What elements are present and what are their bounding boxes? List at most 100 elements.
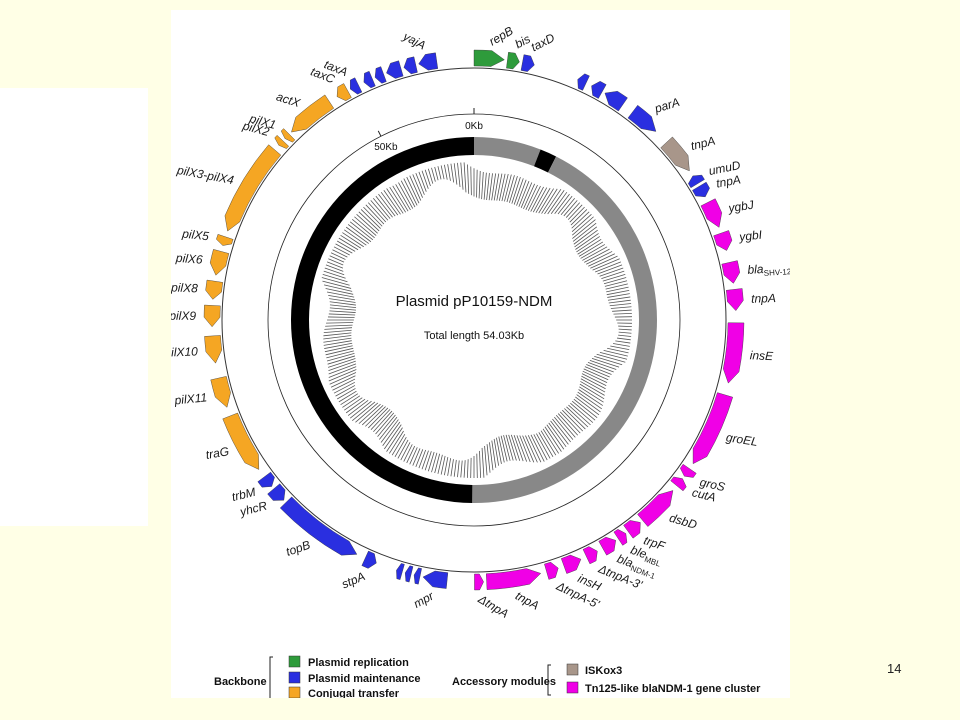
gc-bar [493,173,500,201]
gc-bar [613,343,630,347]
scale-ticks: 0Kb 50Kb [374,108,483,153]
gene-label: yajA [400,29,428,53]
gc-bar [447,458,452,476]
ring-segment-backbone [291,137,474,503]
gene-arrow-taxA [350,77,363,95]
gc-bar [352,401,376,422]
gc-bar [340,393,359,405]
gc-bar [379,416,398,440]
gc-bar [323,337,352,343]
gc-bar [329,372,357,385]
gc-bar [576,236,600,253]
legend-swatch-maintenance [288,671,301,684]
gc-bar [378,193,396,217]
gc-bar [323,329,352,334]
gc-bar [403,444,413,462]
gc-bar [323,335,352,340]
gc-bar [546,424,565,450]
gene-arrow-bleMBL [613,529,628,546]
gc-bar [328,313,356,316]
gc-bar [550,191,568,214]
gene-label: pilX6 [174,251,203,267]
gc-bar [583,368,609,381]
gc-bar [589,359,617,370]
gene-label: topB [284,538,312,559]
gc-bar [586,364,612,375]
gene-arrow-yhcR [267,483,286,501]
gc-bar [522,435,535,463]
gc-bar [476,453,478,478]
gc-bar [590,255,618,269]
gc-bar [418,171,427,192]
gc-bar [363,206,383,227]
gc-bar [347,224,372,243]
gc-bar [538,188,554,214]
gc-bar [325,288,354,295]
gc-bar [516,435,528,462]
gc-bar [329,307,356,311]
gene-arrow-pilX6 [209,249,230,276]
gc-bar [597,264,623,275]
gc-bar [544,188,562,215]
gc-bar [557,195,573,215]
gene-arrow-parA [627,104,657,132]
gene-label: groEL [725,430,759,449]
gc-bar [332,249,348,258]
gene-arrow-pilX5 [216,234,234,246]
gene-label: ygbI [738,228,764,245]
gc-bar [375,195,393,218]
gc-bar [453,459,457,477]
gc-bar [538,432,554,458]
gc-bar [386,188,404,214]
scale-tick [377,130,382,137]
gc-bar [483,172,487,200]
gc-bar [356,213,378,234]
gc-bar [397,439,409,459]
gc-bar [394,437,407,458]
gc-bar [328,294,356,301]
gc-bar [565,202,581,218]
gc-bar [392,185,409,212]
gc-bar [335,243,353,254]
gene-arrow-groEL [692,392,733,465]
gc-bar [599,267,624,277]
gene-arrow-tnpA [692,181,710,198]
gc-bar [332,378,356,391]
gc-bar [389,186,407,213]
gc-bar [618,334,632,337]
gc-bar [375,412,395,435]
gc-bar [540,430,557,456]
gc-bar [424,169,431,187]
gc-bar [607,296,631,301]
gc-bar [503,435,511,461]
gc-bar [421,450,429,470]
gc-bar [409,447,418,465]
gc-bar [523,183,536,210]
gene-arrow-insE [723,322,745,384]
gene-arrow [363,70,376,89]
gene-arrow-pilX11 [210,376,231,408]
gc-bar [383,190,401,215]
gc-bar [328,258,344,266]
gc-bar [518,180,530,207]
gene-arrow-pilX2 [274,135,290,149]
gc-bar [373,410,393,433]
gc-bar [493,438,500,466]
gc-bar [511,177,521,204]
gc-bar [610,306,632,309]
gc-bar [580,378,606,393]
legend-label-tn125: Tn125-like blaNDM-1 gene cluster [585,683,761,695]
gene-arrow-insH [560,554,582,574]
gc-bar [481,171,484,200]
gc-bar [571,213,592,232]
gc-bar [513,178,524,205]
gc-bar [370,200,389,221]
gc-bar [412,448,421,466]
gc-bar [323,332,352,337]
gc-bar [606,290,630,296]
gc-bar [382,421,401,446]
gene-arrow-yajA [418,52,439,71]
gc-bar [567,204,583,220]
gc-bar [533,434,548,461]
gc-bar [527,185,541,211]
